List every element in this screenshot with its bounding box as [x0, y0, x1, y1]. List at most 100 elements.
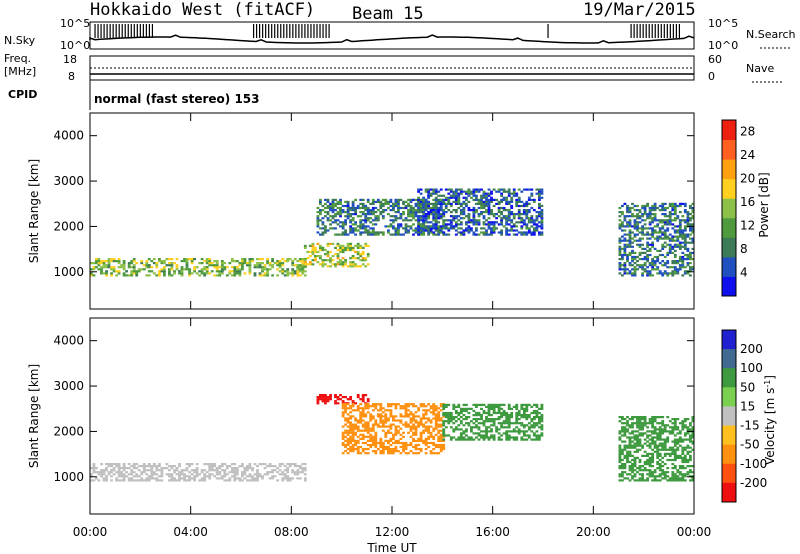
echo-cell-region-3 — [500, 426, 504, 429]
echo-cell-region-2 — [359, 211, 363, 214]
echo-cell-region-4 — [633, 458, 637, 462]
echo-cell-region-4 — [666, 448, 670, 451]
echo-cell-region-2 — [387, 439, 390, 442]
echo-cell-region-2 — [414, 427, 418, 430]
echo-cell-region-3 — [540, 426, 544, 429]
echo-cell-region-4 — [666, 215, 670, 218]
echo-cell-region-0 — [110, 479, 113, 482]
echo-cell-region-3 — [497, 411, 501, 415]
echo-cell-region-4 — [633, 235, 637, 238]
echo-cell-region-4 — [626, 221, 629, 224]
echo-cell-region-3 — [527, 426, 531, 429]
echo-cell-region-4 — [641, 229, 645, 232]
echo-cell-region-0 — [248, 268, 252, 271]
echo-cell-region-4 — [656, 446, 660, 449]
echo-cell-region-0 — [150, 477, 154, 480]
echo-cell-region-0 — [241, 479, 244, 482]
echo-cell-region-2 — [402, 219, 405, 222]
echo-cell-region-4 — [661, 245, 665, 248]
echo-cell-region-0 — [303, 467, 307, 470]
echo-cell-region-0 — [170, 262, 174, 265]
echo-cell-region-4 — [641, 266, 645, 269]
echo-cell-region-2 — [409, 204, 413, 208]
echo-cell-region-4 — [651, 268, 655, 271]
echo-cell-region-4 — [686, 432, 690, 435]
echo-cell-region-3 — [507, 403, 511, 406]
echo-cell-region-2 — [399, 445, 403, 449]
echo-cell-region-0 — [112, 270, 116, 273]
echo-cell-region-3 — [540, 225, 544, 228]
echo-cell-region-2 — [397, 231, 400, 234]
echo-cell-region-4 — [656, 479, 660, 482]
echo-cell-region-4 — [628, 436, 632, 439]
echo-cell-region-0 — [241, 266, 244, 269]
echo-cell-region-2 — [392, 452, 395, 455]
echo-cell-region-2 — [384, 202, 388, 205]
echo-cell-region-2 — [374, 206, 378, 210]
echo-cell-region-3 — [497, 409, 501, 413]
echo-cell-region-4 — [673, 209, 677, 212]
echo-cell-region-2 — [344, 407, 348, 410]
echo-cell-region-4 — [626, 416, 629, 419]
echo-cell-region-2 — [409, 425, 413, 428]
echo-cell-region-3 — [475, 194, 478, 197]
echo-cell-region-4 — [671, 452, 675, 455]
echo-cell-region-3 — [439, 229, 443, 232]
echo-cell-region-3 — [485, 219, 488, 222]
echo-cell-region-2 — [334, 215, 337, 218]
echo-cell-region-1 — [311, 263, 315, 266]
echo-cell-region-4 — [681, 428, 685, 431]
echo-cell-region-2 — [361, 419, 365, 422]
echo-cell-region-0 — [248, 262, 252, 265]
echo-cell-region-4 — [673, 475, 677, 478]
echo-cell-region-4 — [658, 422, 662, 425]
echo-cell-region-3 — [467, 424, 471, 427]
echo-cell-region-3 — [417, 211, 421, 214]
echo-cell-region-3 — [470, 420, 473, 423]
echo-cell-region-3 — [437, 209, 441, 212]
echo-cell-region-3 — [482, 411, 486, 415]
echo-cell-region-0 — [183, 475, 186, 478]
echo-cell-region-0 — [150, 260, 154, 263]
echo-cell-region-4 — [633, 434, 637, 437]
echo-cell-region-3 — [505, 438, 509, 441]
echo-cell-region-2 — [439, 439, 443, 442]
echo-cell-region-4 — [656, 235, 660, 238]
echo-cell-region-2 — [341, 403, 345, 406]
echo-cell-region-4 — [618, 225, 622, 228]
echo-cell-region-0 — [278, 465, 282, 468]
echo-cell-region-3 — [434, 190, 438, 193]
echo-cell-region-4 — [636, 229, 639, 232]
echo-cell-region-2 — [366, 225, 370, 228]
echo-cell-region-3 — [475, 223, 478, 226]
echo-cell-region-1 — [316, 396, 320, 399]
echo-cell-region-4 — [658, 237, 662, 240]
echo-cell-region-4 — [626, 258, 629, 261]
echo-cell-region-4 — [656, 467, 660, 470]
echo-cell-region-3 — [525, 231, 529, 234]
echo-cell-region-3 — [532, 219, 536, 222]
echo-cell-region-0 — [160, 260, 164, 263]
echo-cell-region-2 — [407, 423, 410, 426]
echo-cell-region-3 — [434, 206, 438, 210]
echo-cell-region-2 — [354, 206, 358, 210]
echo-cell-region-3 — [487, 194, 491, 197]
echo-cell-region-2 — [331, 200, 335, 203]
echo-cell-region-2 — [316, 219, 320, 222]
echo-cell-region-0 — [185, 463, 189, 466]
echo-cell-region-4 — [646, 422, 650, 425]
echo-cell-region-4 — [661, 469, 665, 472]
echo-cell-region-0 — [132, 268, 136, 271]
echo-cell-region-4 — [648, 446, 652, 449]
echo-cell-region-4 — [623, 266, 627, 269]
echo-cell-region-4 — [641, 213, 645, 216]
echo-cell-region-2 — [427, 437, 431, 440]
echo-cell-region-4 — [666, 253, 670, 257]
echo-cell-region-4 — [636, 213, 639, 216]
echo-cell-region-3 — [475, 202, 478, 205]
echo-cell-region-2 — [344, 229, 348, 232]
echo-cell-region-4 — [621, 467, 624, 470]
echo-cell-region-4 — [638, 422, 642, 425]
echo-cell-region-2 — [402, 227, 405, 230]
echo-cell-region-1 — [326, 396, 330, 399]
